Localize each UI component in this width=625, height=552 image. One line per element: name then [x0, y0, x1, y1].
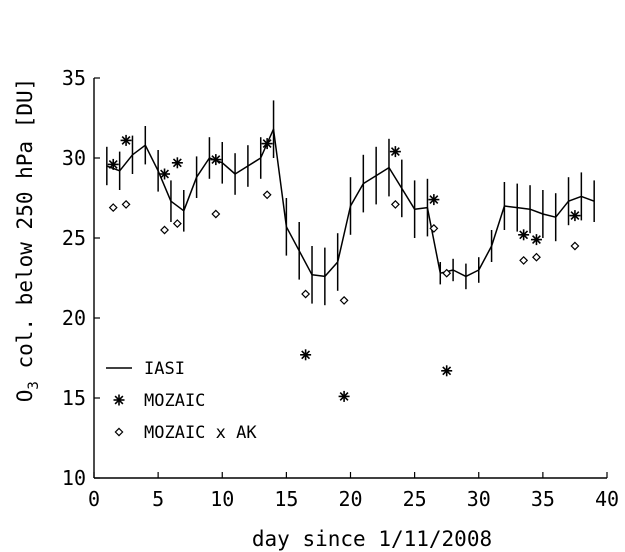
x-tick-label: 40 — [595, 487, 619, 511]
legend-asterisk-swatch — [114, 395, 125, 406]
mozaic-ak-point — [520, 257, 527, 264]
legend-label: MOZAIC x AK — [144, 423, 257, 443]
legend-label: IASI — [144, 359, 185, 379]
legend-diamond-swatch — [115, 428, 122, 435]
legend-item-mozaic-ak: MOZAIC x AK — [115, 423, 257, 443]
mozaic-point — [569, 210, 580, 221]
mozaic-ak-point — [174, 220, 181, 227]
legend-asterisk-marker — [114, 395, 125, 406]
x-tick-label: 15 — [274, 487, 298, 511]
mozaic-ak-point — [212, 210, 219, 217]
mozaic-point — [390, 146, 401, 157]
mozaic-ak-point — [571, 242, 578, 249]
mozaic-point — [210, 154, 221, 165]
y-tick-label: 10 — [62, 466, 86, 490]
y-tick-label: 15 — [62, 386, 86, 410]
mozaic-point — [428, 194, 439, 205]
x-tick-label: 35 — [531, 487, 555, 511]
x-tick-label: 10 — [210, 487, 234, 511]
mozaic-ak-point — [533, 254, 540, 261]
mozaic-ak-point — [110, 204, 117, 211]
mozaic-point — [441, 365, 452, 376]
mozaic-point — [262, 138, 273, 149]
mozaic-ak-point — [161, 226, 168, 233]
legend-diamond-marker — [115, 428, 122, 435]
mozaic-point — [531, 234, 542, 245]
x-tick-label: 5 — [152, 487, 164, 511]
x-tick-label: 25 — [403, 487, 427, 511]
mozaic-point — [172, 157, 183, 168]
y-tick-label: 35 — [62, 66, 86, 90]
x-tick-label: 0 — [88, 487, 100, 511]
legend: IASI MOZAIC MOZAIC x AK — [106, 359, 257, 443]
mozaic-ak-point — [340, 297, 347, 304]
legend-item-mozaic: MOZAIC — [114, 391, 206, 411]
x-axis-label: day since 1/11/2008 — [252, 527, 492, 551]
legend-item-iasi: IASI — [106, 359, 185, 379]
mozaic-ak-point — [122, 201, 129, 208]
y-tick-label: 30 — [62, 146, 86, 170]
mozaic-point — [339, 391, 350, 402]
y-tick-label: 20 — [62, 306, 86, 330]
legend-label: MOZAIC — [144, 391, 205, 411]
iasi-errorbars — [107, 100, 594, 305]
mozaic-ak-point — [264, 191, 271, 198]
y-tick-label: 25 — [62, 226, 86, 250]
mozaic-point — [108, 159, 119, 170]
mozaic-point — [300, 349, 311, 360]
mozaic-point — [159, 169, 170, 180]
x-tick-label: 20 — [338, 487, 362, 511]
mozaic-ak-point — [302, 290, 309, 297]
axes — [94, 78, 607, 478]
mozaic-ak-point — [392, 201, 399, 208]
mozaic-point — [518, 229, 529, 240]
mozaic-point — [121, 135, 132, 146]
x-tick-label: 30 — [467, 487, 491, 511]
y-axis-label: O3 col. below 250 hPa [DU] — [13, 78, 42, 403]
